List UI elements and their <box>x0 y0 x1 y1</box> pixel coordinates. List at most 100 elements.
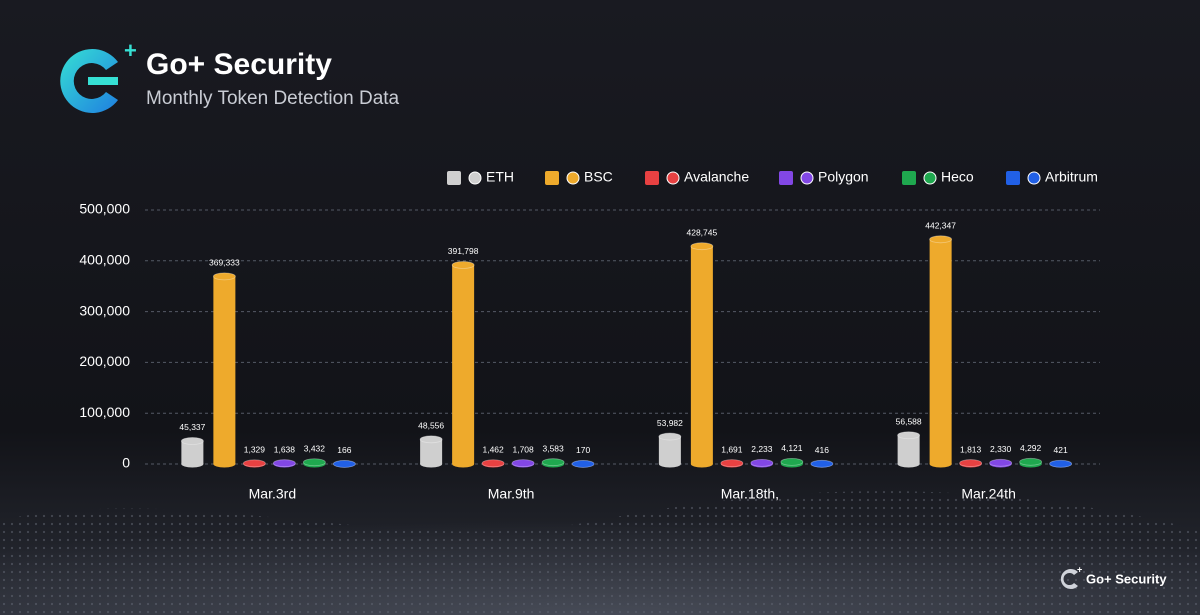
bar-cap <box>720 459 744 468</box>
bar-cap <box>242 459 266 468</box>
y-tick-label: 400,000 <box>79 252 130 268</box>
bar-base <box>929 460 952 468</box>
bar-base <box>897 460 920 468</box>
x-tick-label: Mar.18th, <box>721 486 779 502</box>
value-label: 416 <box>815 445 829 455</box>
bar-cap <box>180 437 204 445</box>
bar-cap <box>511 459 535 468</box>
bar-cap <box>419 435 443 444</box>
bar-cap <box>272 459 296 468</box>
logo: + <box>60 38 137 113</box>
value-label: 428,745 <box>687 227 718 237</box>
bar-cap <box>750 458 774 467</box>
x-tick-label: Mar.3rd <box>249 486 296 502</box>
value-label: 442,347 <box>925 221 956 231</box>
legend-icon <box>800 171 814 185</box>
value-label: 53,982 <box>657 418 683 428</box>
value-label: 56,588 <box>896 417 922 427</box>
bar-base <box>420 460 443 468</box>
bar-cap <box>959 459 983 467</box>
value-label: 2,233 <box>751 444 773 454</box>
y-tick-label: 100,000 <box>79 404 130 420</box>
legend-swatch <box>447 171 461 185</box>
value-label: 4,292 <box>1020 443 1042 453</box>
bar-base <box>213 460 236 468</box>
y-tick-label: 300,000 <box>79 302 130 318</box>
value-label: 48,556 <box>418 421 444 431</box>
value-label: 1,813 <box>960 444 982 454</box>
bar <box>690 246 713 464</box>
value-label: 421 <box>1054 445 1068 455</box>
value-label: 3,583 <box>542 443 564 453</box>
legend-icon <box>468 171 482 185</box>
bar-cap <box>541 458 565 467</box>
legend-icon <box>923 171 937 185</box>
value-label: 391,798 <box>448 246 479 256</box>
value-label: 2,330 <box>990 444 1012 454</box>
value-label: 1,329 <box>244 445 266 455</box>
wave-glow <box>0 480 1200 615</box>
y-tick-label: 0 <box>122 455 130 471</box>
legend-swatch <box>645 171 659 185</box>
footer-logo: + <box>1060 564 1082 590</box>
value-label: 1,638 <box>274 444 296 454</box>
legend-icon <box>566 171 580 185</box>
bar <box>420 439 443 464</box>
value-label: 3,432 <box>304 444 326 454</box>
legend-label: BSC <box>584 169 613 185</box>
bar-cap <box>1019 457 1043 466</box>
legend-label: Heco <box>941 169 974 185</box>
bar-base <box>658 460 681 468</box>
bar-cap <box>897 431 921 440</box>
bar-cap <box>690 242 714 251</box>
value-label: 170 <box>576 445 590 455</box>
legend-label: Polygon <box>818 169 869 185</box>
legend-swatch <box>545 171 559 185</box>
bar <box>658 436 681 464</box>
value-label: 1,708 <box>512 444 534 454</box>
x-tick-label: Mar.24th <box>961 486 1015 502</box>
bar-cap <box>810 459 834 468</box>
value-label: 45,337 <box>179 422 205 432</box>
bar-cap <box>481 459 505 468</box>
chart-subtitle: Monthly Token Detection Data <box>146 88 400 109</box>
y-tick-label: 200,000 <box>79 353 130 369</box>
value-label: 1,691 <box>721 444 743 454</box>
legend-icon <box>1027 171 1041 185</box>
bar <box>213 276 236 464</box>
value-label: 369,333 <box>209 258 240 268</box>
footer-brand: Go+ Security <box>1086 571 1167 586</box>
legend-swatch <box>902 171 916 185</box>
value-label: 4,121 <box>781 443 803 453</box>
bar <box>929 239 952 464</box>
bar <box>181 440 204 464</box>
bar-base <box>181 460 204 468</box>
bar-cap <box>989 458 1013 467</box>
legend-icon <box>666 171 680 185</box>
bar-cap <box>658 432 682 441</box>
bar-base <box>452 460 475 468</box>
bar-cap <box>332 460 356 468</box>
bar-cap <box>451 261 475 269</box>
legend-label: Avalanche <box>684 169 749 185</box>
bar-cap <box>571 460 595 468</box>
value-label: 1,462 <box>482 445 504 455</box>
y-tick-label: 500,000 <box>79 201 130 217</box>
x-tick-label: Mar.9th <box>488 486 535 502</box>
legend-swatch <box>1006 171 1020 185</box>
svg-text:+: + <box>1077 564 1082 574</box>
legend-swatch <box>779 171 793 185</box>
bar-cap <box>302 458 326 467</box>
svg-text:+: + <box>124 38 137 63</box>
bar-base <box>690 460 713 468</box>
value-label: 166 <box>337 445 351 455</box>
bar-cap <box>929 235 953 244</box>
bar <box>452 264 475 464</box>
bar-cap <box>1049 459 1073 468</box>
bar-cap <box>780 458 804 466</box>
bar <box>897 435 920 464</box>
brand-title: Go+ Security <box>146 48 332 81</box>
legend-label: Arbitrum <box>1045 169 1098 185</box>
legend-label: ETH <box>486 169 514 185</box>
